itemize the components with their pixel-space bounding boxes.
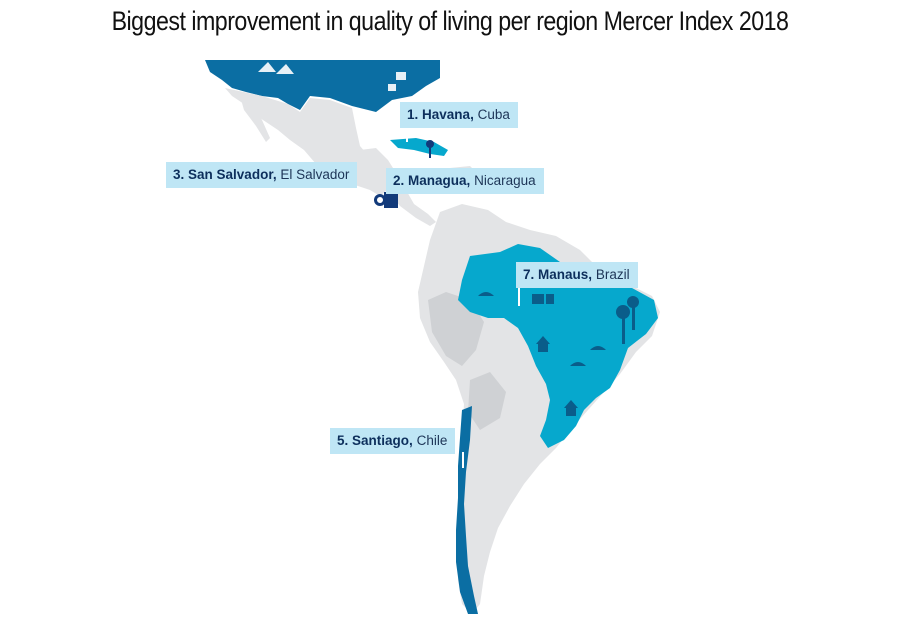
- managua-rank-city: 2. Managua,: [393, 173, 471, 188]
- label-manaus: 7. Manaus, Brazil: [516, 262, 638, 288]
- santiago-rank-city: 5. Santiago,: [337, 433, 413, 448]
- havana-rank-city: 1. Havana,: [407, 107, 474, 122]
- label-santiago: 5. Santiago, Chile: [330, 428, 456, 454]
- san-salvador-rank-city: 3. San Salvador,: [173, 167, 277, 182]
- nicaragua-highlight: [384, 192, 398, 208]
- manaus-stem: [518, 284, 520, 306]
- cuba: [390, 138, 448, 156]
- label-managua: 2. Managua, Nicaragua: [386, 168, 544, 194]
- map-title: Biggest improvement in quality of living…: [111, 6, 789, 36]
- manaus-rank-city: 7. Manaus,: [523, 267, 593, 282]
- label-san-salvador: 3. San Salvador, El Salvador: [166, 162, 358, 188]
- label-havana: 1. Havana, Cuba: [400, 102, 518, 128]
- usa-region: [205, 60, 440, 112]
- chile: [456, 406, 478, 614]
- santiago-stem: [462, 452, 464, 468]
- havana-stem: [406, 124, 408, 142]
- brazil: [458, 244, 658, 448]
